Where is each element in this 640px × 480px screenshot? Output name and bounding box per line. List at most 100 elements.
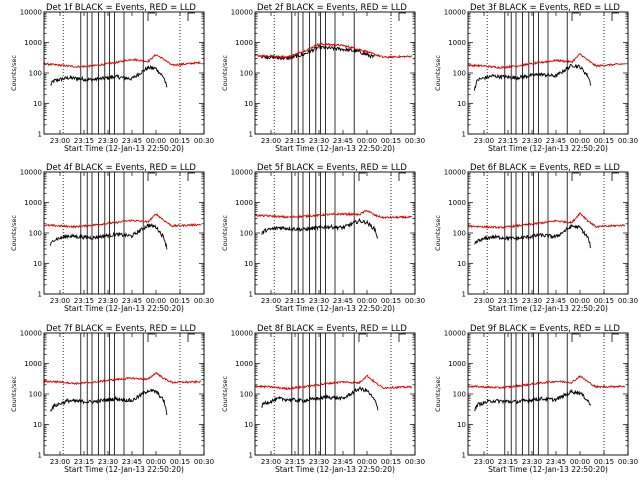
det7-xtick-label: 23:30 — [98, 458, 118, 466]
det5-flag-marker-0 — [358, 172, 366, 181]
det8-ytick-label: 100 — [240, 391, 253, 399]
det9-title: Det 9f BLACK = Events, RED = LLD — [470, 324, 620, 334]
det8-xtick-label: 23:30 — [309, 458, 329, 466]
det7-ytick-label: 1000 — [24, 360, 42, 368]
det3-events-line — [473, 63, 592, 91]
det6-xtick-label: 23:45 — [546, 297, 566, 305]
det5-xtick-label: 23:45 — [333, 297, 353, 305]
det7-xtick-label: 23:45 — [122, 458, 142, 466]
det7-xtick-label: 00:00 — [146, 458, 166, 466]
det9-ytick-label: 100 — [453, 391, 466, 399]
det3-xlabel: Start Time (12-Jan-13 22:50:20) — [488, 144, 608, 153]
det6-xtick-label: 00:30 — [618, 297, 638, 305]
det6-xlabel: Start Time (12-Jan-13 22:50:20) — [488, 304, 608, 313]
det1-ytick-label: 10 — [33, 100, 42, 108]
det7-xlabel: Start Time (12-Jan-13 22:50:20) — [64, 465, 184, 474]
det5-ytick-label: 1000 — [235, 199, 253, 207]
det2-panel: Det 2f BLACK = Events, RED = LLD 1 10 100 10… — [221, 3, 425, 153]
det4-flag-marker-1 — [187, 172, 195, 181]
det7-xtick-label: 00:15 — [170, 458, 190, 466]
det5-xtick-label: 00:15 — [381, 297, 401, 305]
det7-xtick-label: 23:00 — [50, 458, 70, 466]
det2-xtick-label: 23:45 — [333, 137, 353, 145]
det9-xtick-label: 00:15 — [594, 458, 614, 466]
det9-flag-marker-0 — [571, 333, 579, 342]
det7-flag-marker-1 — [187, 333, 195, 342]
det5-lld-line — [254, 210, 412, 220]
det3-title: Det 3f BLACK = Events, RED = LLD — [470, 3, 620, 13]
det5-xtick-label: 23:30 — [309, 297, 329, 305]
det9-xtick-label: 00:30 — [618, 458, 638, 466]
det2-ylabel: Counts/sec — [221, 55, 229, 91]
det1-ytick-label: 100 — [29, 70, 42, 78]
det9-ytick-label: 1 — [462, 452, 466, 460]
det4-ytick-label: 1 — [38, 291, 42, 299]
det8-panel: Det 8f BLACK = Events, RED = LLD 1 10 100 10… — [221, 324, 425, 474]
det3-flag-marker-0 — [571, 12, 579, 21]
det3-xtick-label: 00:15 — [594, 137, 614, 145]
det7-flag-marker-0 — [147, 333, 155, 342]
det1-xtick-label: 23:15 — [74, 137, 94, 145]
det3-xtick-label: 23:15 — [498, 137, 518, 145]
det4-xtick-label: 23:30 — [98, 297, 118, 305]
det2-flag-marker-0 — [398, 12, 406, 21]
det3-ytick-label: 10000 — [444, 9, 466, 17]
det6-ytick-label: 1 — [462, 291, 466, 299]
det1-ylabel: Counts/sec — [10, 55, 18, 91]
det3-xtick-label: 23:00 — [474, 137, 494, 145]
det4-panel: Det 4f BLACK = Events, RED = LLD 1 10 100 10… — [10, 163, 214, 313]
det7-panel: Det 7f BLACK = Events, RED = LLD 1 10 100 10… — [10, 324, 214, 474]
det5-xtick-label: 23:15 — [285, 297, 305, 305]
det5-xtick-label: 00:30 — [405, 297, 425, 305]
det8-xtick-label: 23:15 — [285, 458, 305, 466]
det1-lld-line — [43, 53, 202, 69]
det2-xtick-label: 23:00 — [261, 137, 281, 145]
det8-xlabel: Start Time (12-Jan-13 22:50:20) — [275, 465, 395, 474]
det2-ytick-label: 100 — [240, 70, 253, 78]
det4-xtick-label: 00:30 — [194, 297, 214, 305]
det7-title: Det 7f BLACK = Events, RED = LLD — [46, 324, 196, 334]
det1-flag-marker-0 — [147, 12, 155, 21]
det1-xtick-label: 23:45 — [122, 137, 142, 145]
det8-xtick-label: 00:00 — [357, 458, 377, 466]
det8-xtick-label: 00:30 — [405, 458, 425, 466]
det6-xtick-label: 23:00 — [474, 297, 494, 305]
det1-ytick-label: 1 — [38, 131, 42, 139]
det2-ytick-label: 10000 — [231, 9, 253, 17]
det4-xlabel: Start Time (12-Jan-13 22:50:20) — [64, 304, 184, 313]
det8-xtick-label: 00:15 — [381, 458, 401, 466]
det5-ytick-label: 10 — [244, 260, 253, 268]
det4-xtick-label: 00:00 — [146, 297, 166, 305]
det9-xtick-label: 23:30 — [522, 458, 542, 466]
det5-flag-marker-1 — [398, 172, 406, 181]
det9-panel: Det 9f BLACK = Events, RED = LLD 1 10 100 10… — [434, 324, 638, 474]
det1-events-line — [50, 64, 168, 88]
det1-flag-marker-1 — [187, 12, 195, 21]
det6-ytick-label: 100 — [453, 230, 466, 238]
det3-ytick-label: 10 — [457, 100, 466, 108]
det8-xtick-label: 23:00 — [261, 458, 281, 466]
det9-xtick-label: 23:00 — [474, 458, 494, 466]
det1-xtick-label: 00:15 — [170, 137, 190, 145]
det3-flag-marker-1 — [611, 12, 619, 21]
det8-ytick-label: 10 — [244, 421, 253, 429]
det9-ytick-label: 1000 — [448, 360, 466, 368]
det1-ytick-label: 1000 — [24, 39, 42, 47]
det6-lld-line — [467, 211, 626, 230]
det1-xtick-label: 23:00 — [50, 137, 70, 145]
det9-xtick-label: 23:15 — [498, 458, 518, 466]
det1-ytick-label: 10000 — [20, 9, 42, 17]
det3-xtick-label: 23:30 — [522, 137, 542, 145]
det2-title: Det 2f BLACK = Events, RED = LLD — [257, 3, 407, 13]
det6-ytick-label: 1000 — [448, 199, 466, 207]
det4-ytick-label: 1000 — [24, 199, 42, 207]
det9-xtick-label: 23:45 — [546, 458, 566, 466]
det1-xtick-label: 23:30 — [98, 137, 118, 145]
det8-lld-line — [254, 374, 412, 391]
det3-ytick-label: 100 — [453, 70, 466, 78]
det6-ytick-label: 10 — [457, 260, 466, 268]
det2-lld-line — [254, 42, 413, 60]
det5-title: Det 5f BLACK = Events, RED = LLD — [257, 163, 407, 173]
det6-xtick-label: 23:30 — [522, 297, 542, 305]
